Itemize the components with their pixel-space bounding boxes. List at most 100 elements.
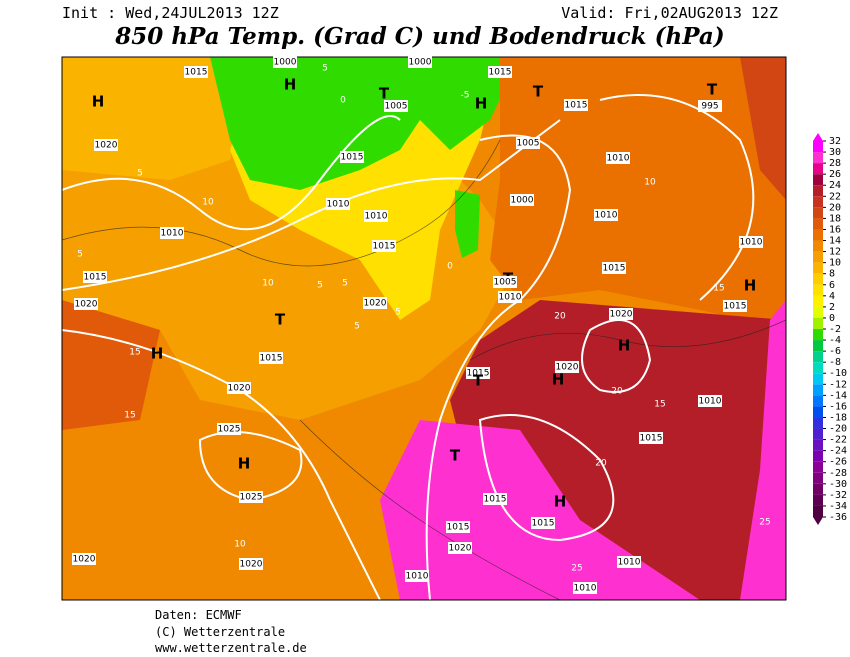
pressure-center: H	[552, 371, 565, 389]
isobar-label: 1020	[75, 300, 98, 310]
isobar-label-box	[384, 100, 408, 112]
isobar-label: 1020	[610, 310, 633, 320]
isobar-label-box	[448, 542, 472, 554]
pressure-center: H	[92, 93, 105, 111]
colorbar-label: -2	[829, 324, 841, 335]
colorbar-band	[813, 185, 823, 197]
pressure-center: T	[450, 447, 461, 465]
isobar-label: 1000	[409, 58, 432, 68]
isobar-label: 1015	[373, 242, 396, 252]
isobar-label-box	[555, 361, 579, 373]
isobar-label-box	[483, 493, 507, 505]
isobar-label: 1005	[385, 102, 408, 112]
pressure-center: H	[618, 337, 631, 355]
colorbar-label: 16	[829, 224, 841, 235]
isobar-label-box	[364, 210, 388, 222]
isobar-label-box	[602, 262, 626, 274]
colorbar-band	[813, 483, 823, 495]
colorbar-label: -32	[829, 490, 847, 501]
isobar-label: 1010	[595, 211, 618, 221]
isobar-label: 1015	[640, 434, 663, 444]
colorbar-label: 28	[829, 158, 841, 169]
isobar-label-box	[573, 582, 597, 594]
isobar-label-box	[723, 300, 747, 312]
colorbar-label: 2	[829, 302, 835, 313]
isotherm-label: 25	[571, 564, 582, 574]
isotherm-label: 15	[654, 400, 665, 410]
colorbar: 32302826242220181614121086420-2-4-6-8-10…	[813, 133, 847, 525]
isotherm-label: 15	[129, 348, 140, 358]
map-title: 850 hPa Temp. (Grad C) und Bodendruck (h…	[114, 23, 724, 50]
colorbar-band	[813, 240, 823, 252]
isobar-label: 1020	[364, 299, 387, 309]
isobar-label-box	[239, 491, 263, 503]
isobar-label: 1015	[724, 302, 747, 312]
colorbar-label: 8	[829, 269, 835, 280]
colorbar-band	[813, 373, 823, 385]
colorbar-band	[813, 417, 823, 429]
isobar-label-box	[739, 236, 763, 248]
colorbar-label: -34	[829, 501, 847, 512]
colorbar-label: -18	[829, 412, 847, 423]
colorbar-label: 20	[829, 202, 841, 213]
colorbar-label: 26	[829, 169, 841, 180]
isobar-label-box	[609, 308, 633, 320]
colorbar-label: 4	[829, 291, 835, 302]
isobar-label-box	[217, 423, 241, 435]
colorbar-label: -16	[829, 401, 847, 412]
footer-copyright: (C) Wetterzentrale	[155, 625, 285, 639]
colorbar-arrow-bottom	[813, 517, 823, 525]
colorbar-band	[813, 406, 823, 418]
colorbar-band	[813, 362, 823, 374]
isotherm-label: 15	[713, 284, 724, 294]
colorbar-band	[813, 329, 823, 341]
colorbar-band	[813, 174, 823, 186]
colorbar-label: 18	[829, 213, 841, 224]
colorbar-band	[813, 351, 823, 363]
colorbar-band	[813, 450, 823, 462]
isotherm-label: 5	[395, 308, 401, 318]
colorbar-label: -28	[829, 468, 847, 479]
colorbar-band	[813, 317, 823, 329]
colorbar-band	[813, 494, 823, 506]
colorbar-label: -8	[829, 357, 841, 368]
pressure-center: H	[554, 493, 567, 511]
colorbar-label: -14	[829, 390, 847, 401]
isobar-label: 1000	[511, 196, 534, 206]
isobar-label: 1010	[618, 558, 641, 568]
colorbar-label: -4	[829, 335, 841, 346]
isobar-label-box	[72, 553, 96, 565]
isotherm-label: 0	[447, 262, 453, 272]
isotherm-label: 5	[322, 64, 328, 74]
isotherm-label: 0	[340, 96, 346, 106]
isobar-label-box	[83, 271, 107, 283]
isobar-label: 1010	[161, 229, 184, 239]
isobar-label-box	[639, 432, 663, 444]
pressure-center: H	[151, 345, 164, 363]
isobar-label: 1025	[240, 493, 263, 503]
isobar-label: 1010	[740, 238, 763, 248]
isobar-label: 1015	[484, 495, 507, 505]
colorbar-label: -6	[829, 346, 841, 357]
isobar-label-box	[594, 209, 618, 221]
isobar-label-box	[564, 99, 588, 111]
isobar-label-box	[184, 66, 208, 78]
colorbar-band	[813, 284, 823, 296]
isobar-label: 1020	[95, 141, 118, 151]
colorbar-band	[813, 152, 823, 164]
pressure-center: T	[707, 81, 718, 99]
isobar-label-box	[160, 227, 184, 239]
isobar-label: 1020	[556, 363, 579, 373]
isobar-label: 1015	[260, 354, 283, 364]
isobar-label-box	[698, 395, 722, 407]
colorbar-label: -30	[829, 479, 847, 490]
isobar-label-box	[446, 521, 470, 533]
isobar-label-box	[259, 352, 283, 364]
colorbar-band	[813, 428, 823, 440]
isobar-label-box	[510, 194, 534, 206]
isotherm-label: 5	[342, 279, 348, 289]
isobar-label: 1010	[406, 572, 429, 582]
colorbar-label: 10	[829, 258, 841, 269]
isobar-label-box	[74, 298, 98, 310]
